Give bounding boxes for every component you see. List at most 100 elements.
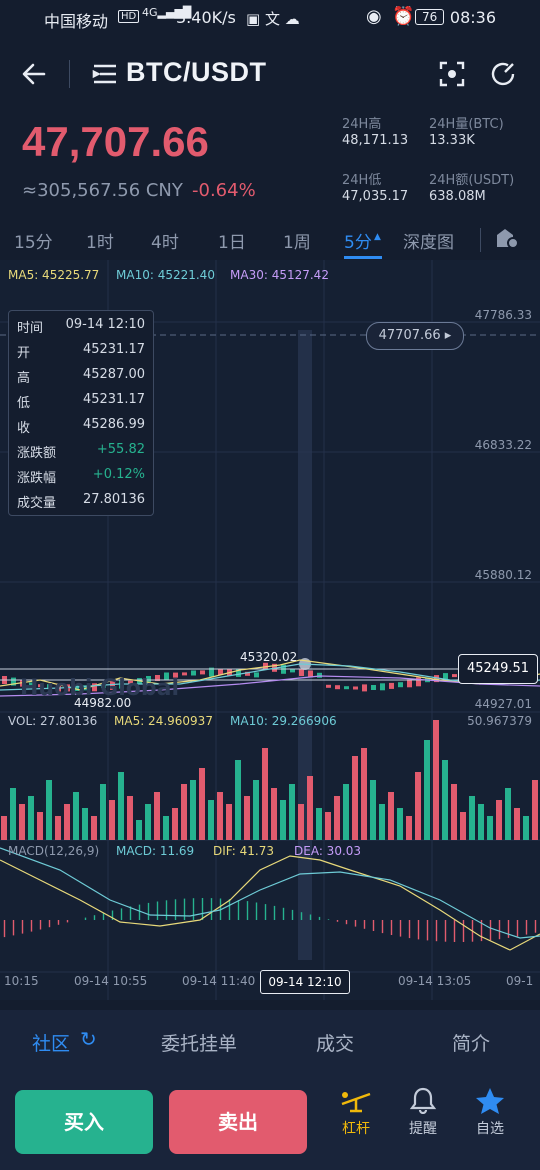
volume-bar xyxy=(451,784,457,840)
sell-button[interactable]: 卖出 xyxy=(169,1090,307,1154)
candle xyxy=(209,667,214,677)
tab-community[interactable]: 社区 xyxy=(32,1033,71,1055)
24h-volume-value: 13.33K xyxy=(429,133,475,148)
alert-label: 提醒 xyxy=(409,1121,437,1137)
24h-volume-label: 24H量(BTC) xyxy=(429,117,504,132)
refresh-share-icon[interactable] xyxy=(488,59,518,89)
last-price-tag-value: 47707.66 xyxy=(378,328,441,343)
tab-15min[interactable]: 15分 xyxy=(14,233,53,253)
volume-bar xyxy=(433,720,439,840)
refresh-icon[interactable]: ↻ xyxy=(80,1027,97,1051)
volume-bar xyxy=(424,740,430,840)
tab-depth[interactable]: 深度图 xyxy=(403,233,454,253)
volume-bar xyxy=(127,796,133,840)
volume-bar xyxy=(28,796,34,840)
price-change: -0.64% xyxy=(192,180,256,201)
star-icon xyxy=(476,1088,504,1114)
low-marker: 44982.00 xyxy=(74,696,132,710)
candle xyxy=(164,672,169,681)
pair-title[interactable]: BTC/USDT xyxy=(126,57,267,87)
candle xyxy=(299,669,304,676)
dropdown-caret-icon[interactable]: ▲ xyxy=(374,232,381,242)
volume-bar xyxy=(523,816,529,840)
tab-orders[interactable]: 委托挂单 xyxy=(161,1033,238,1055)
tab-5min[interactable]: 5分 xyxy=(344,233,372,253)
candle xyxy=(452,674,457,678)
header-divider xyxy=(69,60,70,88)
tip-value: 45287.00 xyxy=(82,367,145,382)
watermark: Huobi Global xyxy=(20,676,179,701)
volume-bar xyxy=(199,768,205,840)
list-menu-icon[interactable] xyxy=(92,62,118,86)
tab-1w[interactable]: 1周 xyxy=(283,233,311,253)
interval-tabs: 15分 1时 4时 1日 1周 5分 ▲ 深度图 xyxy=(0,222,540,259)
bottom-tabs: 社区 ↻ 委托挂单 成交 简介 xyxy=(0,1010,540,1072)
tip-key: 涨跌幅 xyxy=(17,471,57,486)
24h-low-label: 24H低 xyxy=(342,173,382,188)
tip-value: 27.80136 xyxy=(82,492,145,507)
candle xyxy=(11,677,16,686)
y-tick-1: 47786.33 xyxy=(474,308,532,322)
volume-bar xyxy=(244,796,250,840)
leverage-label: 杠杆 xyxy=(342,1121,370,1137)
favorite-button[interactable]: 自选 xyxy=(460,1086,520,1138)
candle xyxy=(407,679,412,688)
candle xyxy=(326,684,331,688)
tab-intro[interactable]: 简介 xyxy=(452,1033,491,1055)
candle xyxy=(236,668,241,677)
candle xyxy=(200,670,205,675)
volume-bar xyxy=(343,784,349,840)
24h-high-label: 24H高 xyxy=(342,117,382,132)
volume-bar xyxy=(505,788,511,840)
volume-bar xyxy=(118,772,124,840)
vol-max: 50.967379 xyxy=(467,714,532,728)
buy-button[interactable]: 买入 xyxy=(15,1090,153,1154)
candle xyxy=(74,685,79,691)
candle xyxy=(173,672,178,678)
volume-bar xyxy=(136,820,142,840)
candle xyxy=(38,684,43,688)
tab-4h[interactable]: 4时 xyxy=(151,233,179,253)
tip-key: 时间 xyxy=(17,321,44,336)
volume-bar xyxy=(154,792,160,840)
volume-bar xyxy=(415,772,421,840)
tab-1h[interactable]: 1时 xyxy=(86,233,114,253)
kline-chart[interactable]: MA5: 45225.77 MA10: 45221.40 MA30: 45127… xyxy=(0,260,540,1000)
24h-low-value: 47,035.17 xyxy=(342,189,409,204)
volume-bar xyxy=(487,816,493,840)
ma10-legend: MA10: 45221.40 xyxy=(116,268,215,282)
candle xyxy=(335,685,340,690)
tab-trades[interactable]: 成交 xyxy=(316,1033,355,1055)
leverage-button[interactable]: 杠杆 xyxy=(326,1086,386,1138)
candle xyxy=(380,683,385,691)
candle xyxy=(245,671,250,676)
signal-icon: 4G▂▄▆█ xyxy=(142,6,192,19)
clock: 08:36 xyxy=(449,8,496,27)
volume-bar xyxy=(262,748,268,840)
volume-bar xyxy=(208,800,214,840)
volume-bar xyxy=(73,792,79,840)
favorite-label: 自选 xyxy=(476,1121,504,1137)
volume-bar xyxy=(406,816,412,840)
macd-label: MACD(12,26,9) xyxy=(8,844,100,858)
back-arrow-icon[interactable] xyxy=(20,60,48,88)
crosshair-price-tag: 45249.51 xyxy=(458,654,538,684)
tab-1d[interactable]: 1日 xyxy=(218,233,246,253)
scan-icon[interactable] xyxy=(438,60,466,88)
macd-value: MACD: 11.69 xyxy=(116,844,195,858)
leverage-icon xyxy=(341,1092,371,1113)
alert-button[interactable]: 提醒 xyxy=(393,1086,453,1138)
volume-bar xyxy=(253,780,259,840)
x-tick-3: 09-14 11:40 xyxy=(182,974,256,988)
chart-settings-icon[interactable] xyxy=(494,225,520,251)
kline-svg[interactable] xyxy=(0,260,540,1000)
last-price-tag[interactable]: 47707.66 ▸ xyxy=(366,322,464,350)
bell-icon xyxy=(409,1087,437,1115)
volume-bar xyxy=(352,756,358,840)
candle-tooltip: 时间 09-14 12:10 开 45231.17 高 45287.00 低 45231… xyxy=(8,310,154,516)
volume-bar xyxy=(298,804,304,840)
candle xyxy=(308,670,313,678)
candle xyxy=(29,682,34,687)
volume-bar xyxy=(190,780,196,840)
candle xyxy=(128,680,133,685)
